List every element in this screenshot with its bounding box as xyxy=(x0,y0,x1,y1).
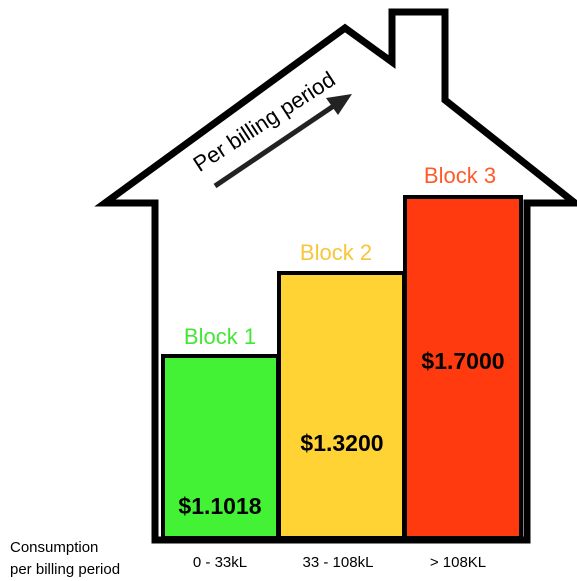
block-price: $1.3200 xyxy=(300,430,383,456)
block-price: $1.7000 xyxy=(421,348,504,374)
block-name: Block 1 xyxy=(184,324,256,349)
block-2-bar xyxy=(277,271,406,540)
axis-label: Consumption xyxy=(10,539,98,556)
block-range: 0 - 33kL xyxy=(193,554,247,571)
block-price: $1.1018 xyxy=(178,493,261,519)
axis-label: per billing period xyxy=(10,561,120,578)
block-name: Block 2 xyxy=(300,240,372,265)
block-range: 33 - 108kL xyxy=(303,554,374,571)
arrow-head xyxy=(326,94,352,115)
block-3-bar xyxy=(403,195,523,540)
block-range: > 108KL xyxy=(430,554,486,571)
block-name: Block 3 xyxy=(424,163,496,188)
arrow-shaft xyxy=(213,100,340,189)
